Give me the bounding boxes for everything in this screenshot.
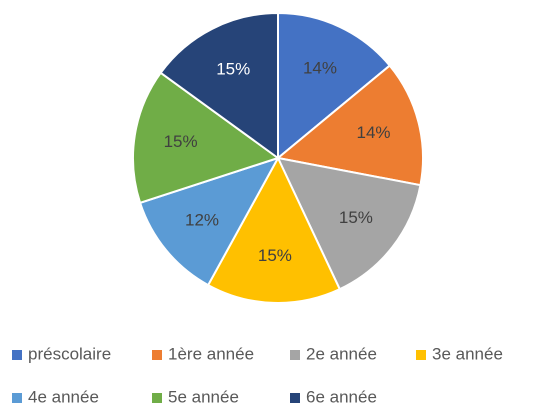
pie-slice bbox=[277, 11, 392, 161]
pie-slice bbox=[206, 155, 342, 304]
legend-swatch bbox=[416, 350, 426, 360]
legend-label: 1ère année bbox=[168, 344, 254, 363]
data-label: 15% bbox=[216, 60, 250, 79]
legend-swatch bbox=[152, 350, 162, 360]
legend-label: préscolaire bbox=[28, 344, 111, 363]
legend-swatch bbox=[12, 393, 22, 403]
pie-slice bbox=[138, 156, 281, 287]
legend-swatch bbox=[290, 350, 300, 360]
pie-slice bbox=[132, 71, 281, 205]
data-label: 12% bbox=[185, 210, 219, 229]
legend-swatch bbox=[12, 350, 22, 360]
pie-slice bbox=[276, 156, 422, 291]
legend-swatch bbox=[152, 393, 162, 403]
data-label: 14% bbox=[303, 58, 337, 77]
pie-slice bbox=[275, 64, 424, 187]
legend-label: 3e année bbox=[432, 344, 503, 363]
data-label: 15% bbox=[258, 246, 292, 265]
legend-swatch bbox=[290, 393, 300, 403]
pie-slice bbox=[159, 11, 279, 160]
legend-label: 5e année bbox=[168, 387, 239, 406]
data-label: 15% bbox=[339, 208, 373, 227]
legend-label: 4e année bbox=[28, 387, 99, 406]
legend-label: 2e année bbox=[306, 344, 377, 363]
data-label: 14% bbox=[356, 123, 390, 142]
legend-label: 6e année bbox=[306, 387, 377, 406]
data-label: 15% bbox=[164, 132, 198, 151]
